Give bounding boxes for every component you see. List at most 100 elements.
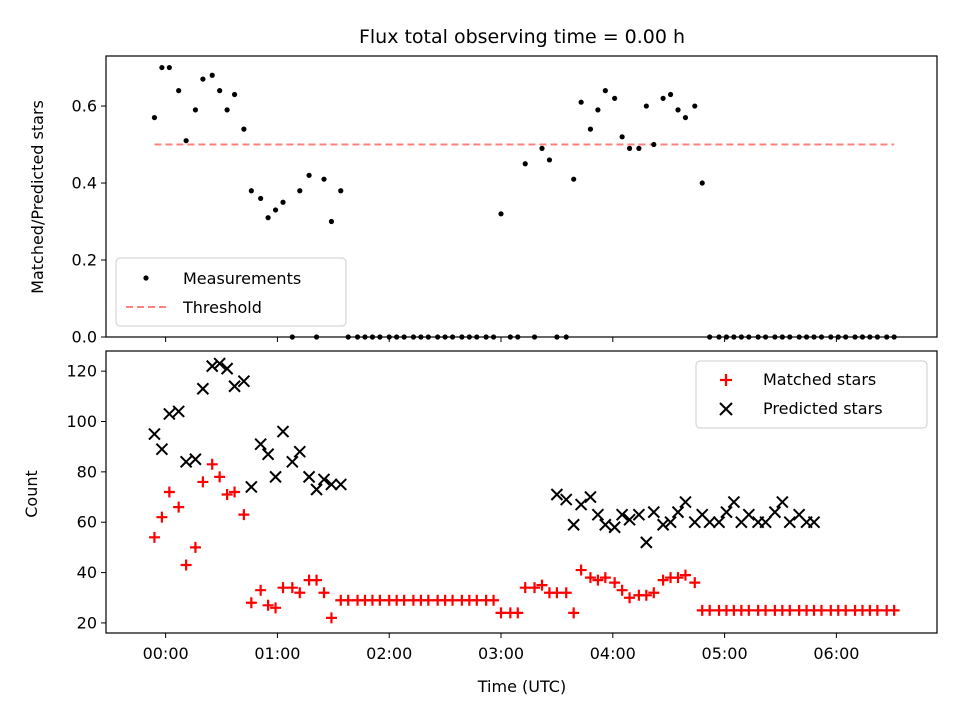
bottom-chart-xlabel: Time (UTC) [477,677,566,696]
top-chart-marks [151,64,897,340]
measurement-point [151,114,158,121]
matched-star-point [325,612,337,624]
predicted-star-point [205,359,219,373]
measurement-point [578,99,584,105]
matched-star-point [229,486,241,498]
matched-star-point [270,602,282,614]
measurement-point [166,64,172,71]
matched-star-point [197,476,209,488]
measurement-point [571,176,577,182]
matched-star-point [262,599,274,611]
predicted-star-point [286,455,299,468]
matched-star-point [214,471,226,483]
top-chart-ylabel: Matched/Predicted stars [28,100,47,294]
measurement-point [619,134,625,140]
matched-star-point [189,541,201,553]
predicted-star-point [727,495,741,509]
predicted-star-point [584,490,597,504]
matched-star-point [815,604,827,616]
measurement-point [209,72,215,78]
measurement-point [241,126,247,132]
measurement-point [280,199,286,205]
top-chart-legend: Measurements Threshold [115,257,347,327]
matched-star-point [206,458,218,470]
measurement-point [626,145,633,151]
predicted-star-point [623,513,636,526]
bottom-xtick-label: 02:00 [366,644,412,663]
matched-star-point [568,607,580,619]
matched-star-point [679,569,691,581]
predicted-star-point [807,516,821,529]
predicted-star-point [276,425,290,438]
predicted-star-point [608,521,621,534]
matched-star-point [599,572,611,584]
measurement-point [306,172,312,178]
bottom-ytick-label: 20 [77,613,97,632]
bottom-ytick-label: 120 [66,362,97,381]
matched-star-point [398,594,410,606]
measurement-point [265,215,271,221]
bottom-ytick-label: 80 [77,462,97,481]
predicted-star-point [742,508,756,521]
matched-star-point [238,509,250,521]
bottom-legend-box [695,360,928,429]
measurement-point [587,126,594,132]
matched-star-point [471,594,483,606]
matched-star-point [529,582,541,594]
bottom-chart-marks [148,357,900,624]
predicted-star-point [656,518,670,531]
predicted-star-point [560,493,573,506]
top-chart: Flux total observing time = 0.00 h Match… [28,26,938,347]
bottom-ytick-label: 60 [77,513,97,532]
measurement-point [183,138,189,144]
measurement-point [272,207,279,213]
measurement-point [522,161,528,167]
top-ytick-label: 0.6 [72,97,97,116]
matched-star-point [180,559,192,571]
bottom-xtick-label: 04:00 [590,644,636,663]
matched-star-point [657,574,669,586]
matched-star-point [156,511,168,523]
predicted-star-point [213,357,226,370]
matched-star-point [704,604,716,616]
legend-predicted-label: Predicted stars [763,399,883,418]
measurement-point [159,64,165,71]
predicted-star-point [254,437,267,451]
matched-star-point [575,564,587,576]
matched-star-point [871,604,883,616]
predicted-star-point [679,495,692,509]
measurement-point [297,188,303,194]
predicted-star-point [783,516,797,529]
top-ytick-label: 0.4 [72,174,97,193]
matched-star-point [294,587,306,599]
top-ytick-label: 0.2 [72,251,97,270]
matched-star-point [560,587,572,599]
predicted-star-point [640,536,653,549]
predicted-star-point [172,405,185,418]
matched-star-point [245,597,257,609]
predicted-star-point [228,380,241,393]
predicted-star-point [220,362,234,375]
predicted-star-point [310,483,323,496]
legend-matched-label: Matched stars [763,370,876,389]
bottom-chart-ylabel: Count [22,470,41,518]
measurement-point [192,107,199,113]
measurement-point [595,107,601,113]
predicted-star-point [189,453,202,466]
bottom-chart-frame [105,350,938,634]
predicted-star-point [574,498,588,511]
matched-star-point [318,587,330,599]
matched-star-point [551,587,563,599]
measurement-point [176,88,182,94]
measurement-point [338,188,344,194]
measurement-point [651,141,657,148]
predicted-star-point [647,505,660,519]
predicted-star-point [325,478,338,491]
measurement-point [612,95,618,101]
matched-star-point [760,604,772,616]
legend-matched-marker [720,374,732,386]
predicted-star-point [664,516,677,529]
predicted-star-point [317,473,331,486]
